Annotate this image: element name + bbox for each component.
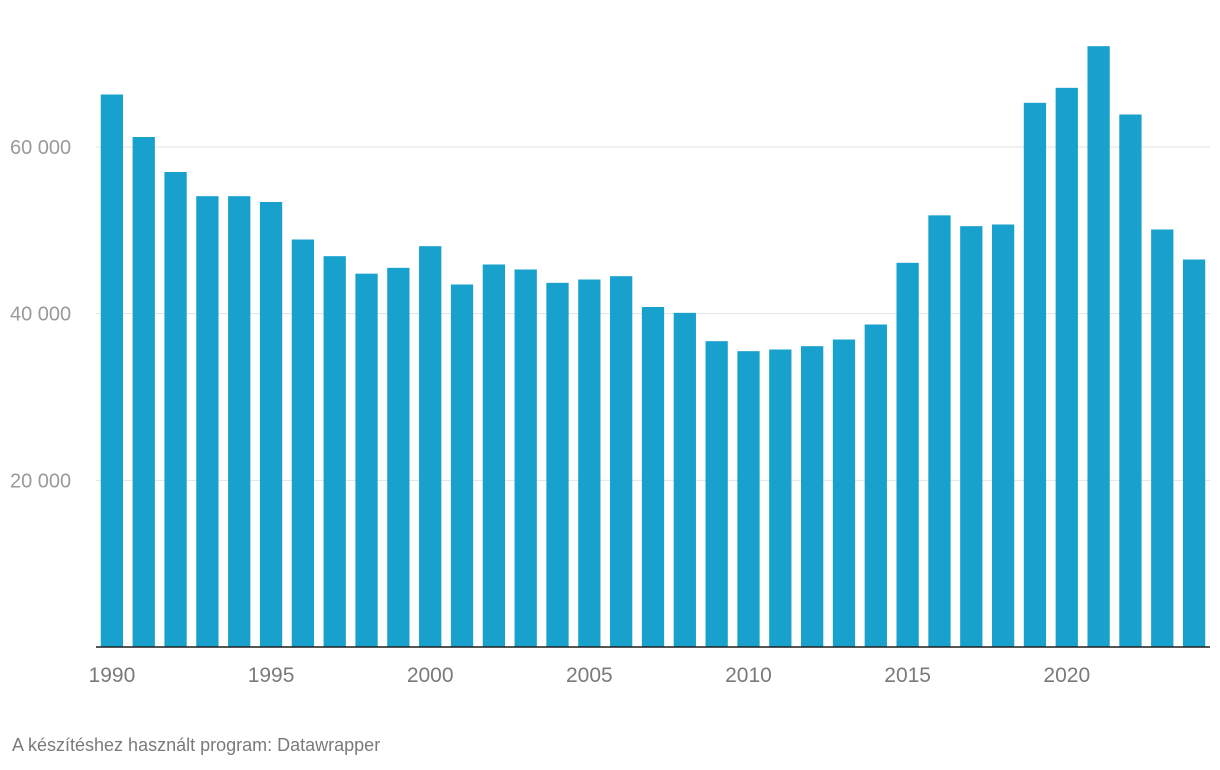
bar-1995 — [259, 202, 283, 647]
bar-2011 — [769, 349, 792, 647]
bar-1996 — [291, 239, 315, 647]
bar-chart: 20 000 40 000 60 000 1990 1995 2000 2005 2010 20… — [10, 46, 1210, 687]
bar-2010 — [737, 351, 760, 647]
x-tick-label-2015: 2015 — [884, 664, 931, 687]
bar-2021 — [1087, 46, 1110, 648]
bar-2024 — [1182, 259, 1206, 647]
bar-2022 — [1119, 114, 1142, 647]
bar-1990 — [100, 94, 124, 647]
x-tick-label-1995: 1995 — [248, 664, 295, 687]
bar-2014 — [864, 324, 887, 647]
y-tick-label: 40 000 — [10, 304, 71, 326]
bar-2000 — [419, 246, 442, 648]
bar-2015 — [896, 262, 919, 647]
bar-2006 — [610, 276, 633, 647]
bar-1998 — [355, 273, 378, 647]
bar-2013 — [832, 339, 856, 647]
bar-2023 — [1151, 229, 1174, 647]
axes: 20 000 40 000 60 000 1990 1995 2000 2005 2010 20… — [10, 137, 1210, 687]
bar-1991 — [132, 137, 155, 647]
x-tick-label-2005: 2005 — [566, 664, 613, 687]
bar-1997 — [323, 256, 346, 647]
footer-credit: A készítéshez használt program: Datawrap… — [12, 735, 381, 755]
bar-2009 — [705, 341, 728, 647]
bar-2005 — [578, 279, 601, 647]
bar-2012 — [801, 346, 824, 647]
bar-1993 — [196, 196, 219, 648]
bar-2003 — [514, 269, 537, 647]
bar-1999 — [387, 267, 410, 647]
bar-2002 — [482, 264, 505, 647]
bar-2008 — [673, 312, 696, 647]
chart-svg: 20 000 40 000 60 000 1990 1995 2000 2005 2010 20… — [10, 46, 1210, 687]
x-tick-label-2010: 2010 — [725, 664, 772, 687]
bar-2007 — [641, 307, 665, 647]
bar-2016 — [928, 215, 951, 647]
y-tick-label: 20 000 — [10, 470, 71, 492]
bar-1992 — [164, 172, 187, 647]
bars — [100, 46, 1206, 648]
bar-2019 — [1023, 102, 1047, 647]
y-tick-label: 60 000 — [10, 137, 71, 159]
bar-2001 — [450, 284, 474, 647]
bar-2004 — [546, 282, 569, 647]
x-tick-label-1990: 1990 — [89, 664, 136, 687]
bar-1994 — [228, 196, 251, 648]
x-tick-label-2000: 2000 — [407, 664, 454, 687]
bar-2018 — [991, 224, 1015, 647]
bar-2017 — [960, 226, 983, 648]
x-tick-label-2020: 2020 — [1043, 664, 1090, 687]
bar-2020 — [1055, 87, 1078, 647]
